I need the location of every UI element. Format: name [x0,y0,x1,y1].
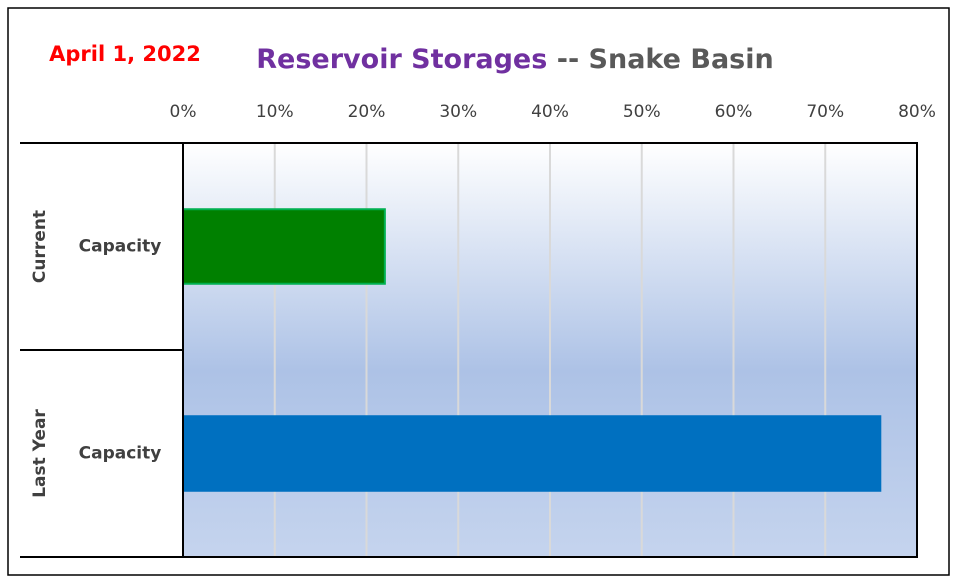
bar [182,208,386,285]
title-main: Reservoir Storages [256,44,547,75]
group-label: Current [30,210,50,283]
x-tick-label: 70% [806,102,844,122]
x-tick-label: 50% [623,102,661,122]
x-tick-label: 10% [256,102,294,122]
group-label: Last Year [30,409,50,498]
title-suffix: -- Snake Basin [557,44,774,75]
category-label: Capacity [79,237,162,257]
x-tick-label: 20% [348,102,386,122]
x-tick-label: 60% [715,102,753,122]
bar [182,415,882,492]
x-tick-label: 80% [898,102,936,122]
x-tick-label: 30% [439,102,477,122]
date-annotation: April 1, 2022 [49,42,201,66]
x-tick-label: 0% [170,102,197,122]
category-label: Capacity [79,444,162,464]
x-tick-label: 40% [531,102,569,122]
chart-title: Reservoir Storages -- Snake Basin [256,44,773,75]
